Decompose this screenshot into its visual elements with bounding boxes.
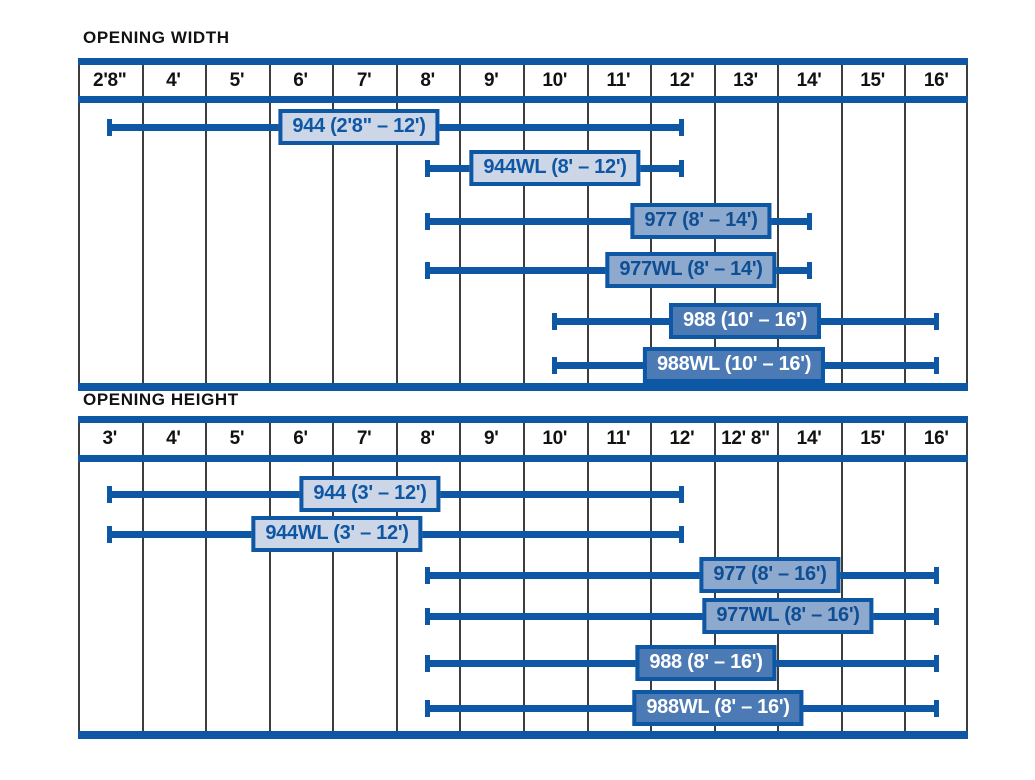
- range-endcap: [806, 261, 812, 279]
- range-endcap: [679, 525, 685, 543]
- grid-line: [904, 65, 906, 383]
- range-endcap: [425, 566, 431, 584]
- grid-line: [142, 423, 144, 731]
- range-label-944: 944 (2'8" – 12'): [278, 109, 440, 145]
- range-endcap: [425, 261, 431, 279]
- grid-line: [205, 65, 207, 383]
- range-endcap: [107, 525, 113, 543]
- range-endcap: [425, 212, 431, 230]
- column-header: 14': [796, 428, 822, 449]
- range-endcap: [425, 699, 431, 717]
- column-header: 16': [923, 428, 949, 449]
- grid-line: [332, 65, 334, 383]
- grid-line: [269, 423, 271, 731]
- column-header: 7': [356, 70, 372, 91]
- range-label-988WL: 988WL (8' – 16'): [632, 690, 804, 726]
- range-label-944WL: 944WL (3' – 12'): [251, 516, 423, 552]
- column-header: 6': [293, 428, 308, 449]
- range-endcap: [425, 159, 431, 177]
- column-header: 10': [542, 428, 568, 449]
- range-label-944: 944 (3' – 12'): [299, 476, 441, 512]
- range-endcap: [933, 312, 939, 330]
- grid-line: [78, 65, 80, 383]
- band-top: [78, 58, 968, 65]
- column-header: 6': [293, 70, 308, 91]
- range-endcap: [679, 118, 685, 136]
- grid-line: [396, 423, 398, 731]
- band-mid: [78, 455, 968, 462]
- opening-height-table: 3' 4' 5' 6' 7' 8' 9' 10' 11' 12' 12' 8" 14' 15' 16' 94…: [78, 416, 968, 739]
- range-endcap: [933, 566, 939, 584]
- column-header: 14': [796, 70, 822, 91]
- range-line-977: [427, 571, 937, 579]
- range-label-977: 977 (8' – 16'): [699, 557, 841, 593]
- range-endcap: [552, 312, 558, 330]
- column-header: 9': [483, 428, 499, 449]
- grid-line: [396, 65, 398, 383]
- column-header: 11': [606, 70, 631, 91]
- range-label-977: 977 (8' – 14'): [630, 203, 772, 239]
- column-header: 12' 8": [721, 428, 770, 449]
- range-line-977: [427, 217, 810, 225]
- opening-height-title: OPENING HEIGHT: [83, 390, 239, 409]
- range-label-977WL: 977WL (8' – 16'): [702, 598, 874, 634]
- grid-line: [269, 65, 271, 383]
- range-label-988: 988 (10' – 16'): [669, 303, 821, 339]
- column-header: 5': [229, 428, 245, 449]
- column-header: 3': [102, 428, 118, 449]
- grid-line: [966, 65, 968, 383]
- range-line-977WL: [427, 612, 937, 620]
- band-bottom: [78, 731, 968, 739]
- range-endcap: [679, 159, 685, 177]
- column-header: 15': [860, 70, 885, 91]
- range-endcap: [933, 607, 939, 625]
- column-header: 9': [483, 70, 499, 91]
- column-header: 13': [733, 70, 758, 91]
- grid-line: [78, 423, 80, 731]
- column-header: 5': [229, 70, 245, 91]
- grid-line: [142, 65, 144, 383]
- range-endcap: [552, 356, 558, 374]
- column-header: 8': [420, 428, 435, 449]
- column-header: 7': [356, 428, 372, 449]
- column-header: 10': [542, 70, 568, 91]
- column-header: 15': [860, 428, 885, 449]
- column-header: 8': [420, 70, 435, 91]
- range-endcap: [933, 356, 939, 374]
- column-header: 16': [923, 70, 949, 91]
- range-endcap: [107, 118, 113, 136]
- range-endcap: [679, 485, 685, 503]
- grid-line: [205, 423, 207, 731]
- range-label-977WL: 977WL (8' – 14'): [605, 252, 777, 288]
- band-mid: [78, 96, 968, 103]
- range-endcap: [933, 654, 939, 672]
- band-bottom: [78, 383, 968, 391]
- grid-line: [966, 423, 968, 731]
- column-header: 12': [669, 428, 695, 449]
- opening-width-title: OPENING WIDTH: [83, 28, 230, 47]
- column-header: 4': [166, 70, 181, 91]
- range-endcap: [933, 699, 939, 717]
- range-label-988WL: 988WL (10' – 16'): [642, 347, 826, 383]
- range-label-944WL: 944WL (8' – 12'): [469, 150, 641, 186]
- range-endcap: [425, 607, 431, 625]
- grid-line: [332, 423, 334, 731]
- range-endcap: [425, 654, 431, 672]
- opening-width-table: 2'8" 4' 5' 6' 7' 8' 9' 10' 11' 12' 13' 14' 15' 16' 944…: [78, 58, 968, 391]
- column-header: 2'8": [93, 70, 127, 91]
- column-header: 12': [669, 70, 695, 91]
- band-top: [78, 416, 968, 423]
- range-label-988: 988 (8' – 16'): [635, 645, 777, 681]
- column-header: 11': [606, 428, 631, 449]
- grid-line: [841, 65, 843, 383]
- range-endcap: [806, 212, 812, 230]
- column-header: 4': [166, 428, 181, 449]
- range-endcap: [107, 485, 113, 503]
